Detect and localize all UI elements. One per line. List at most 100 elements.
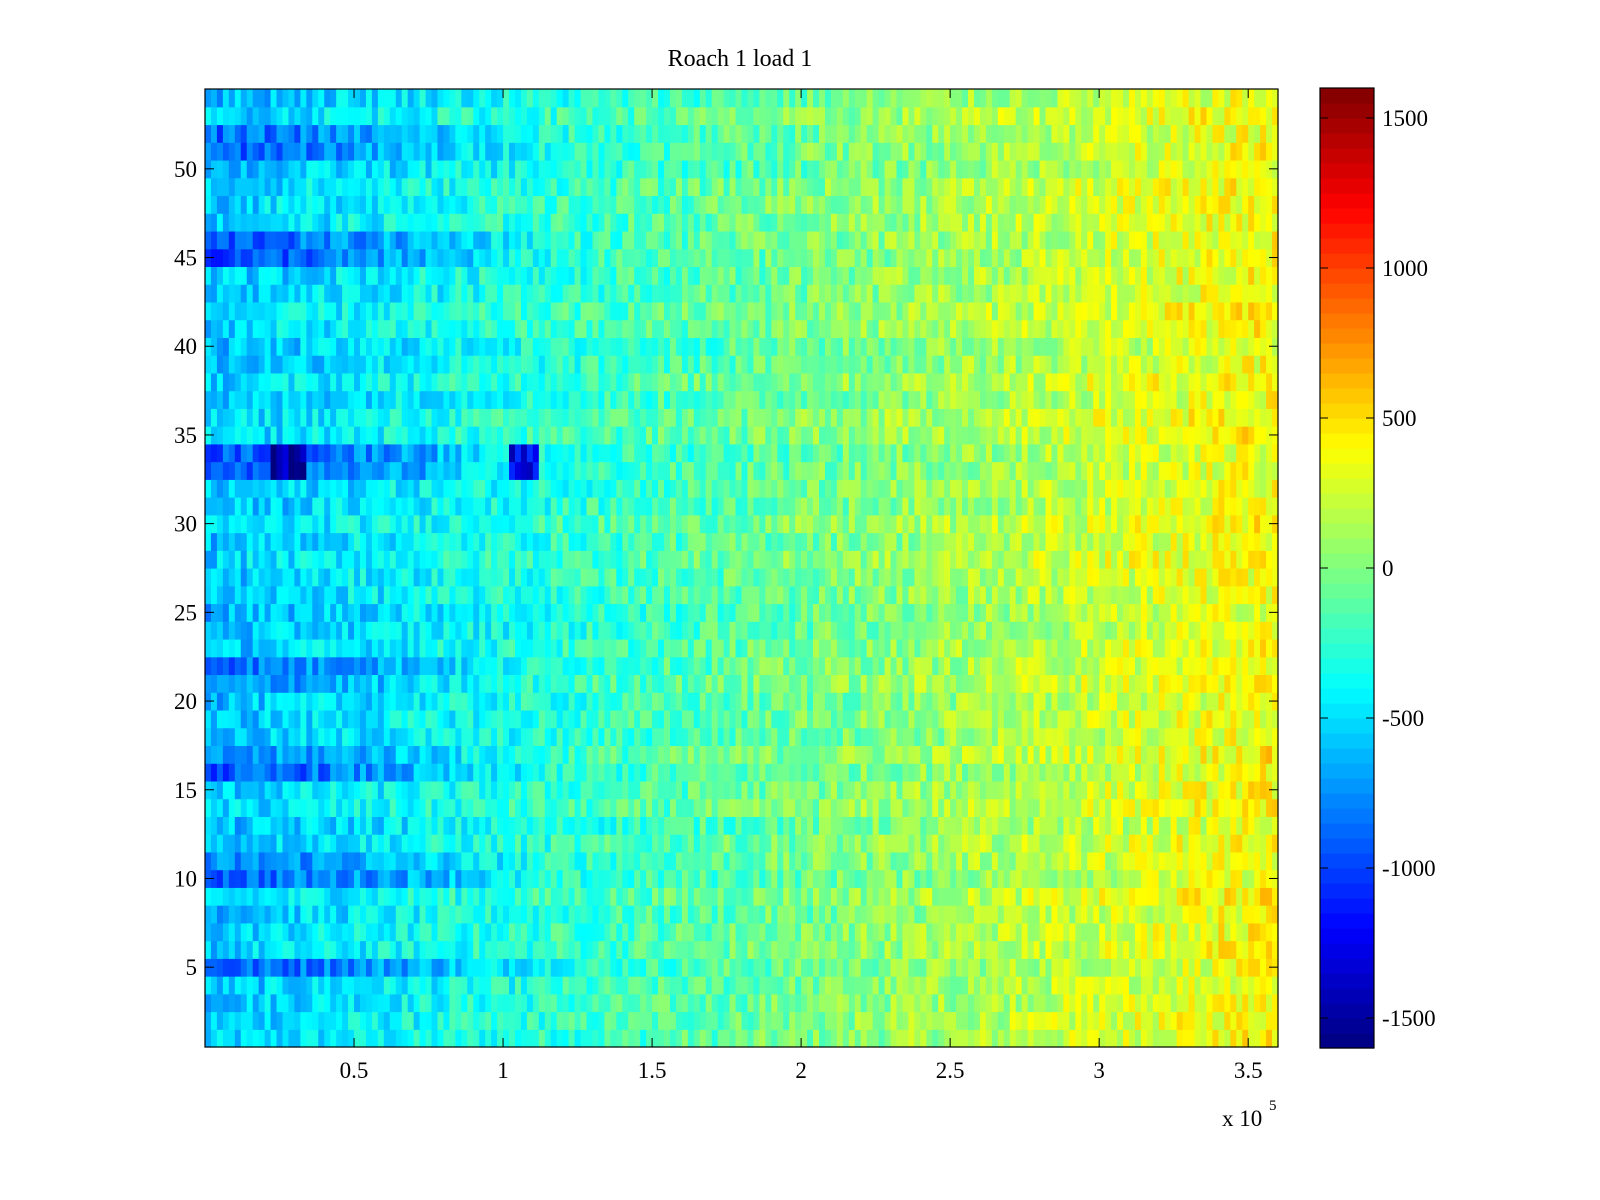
heatmap-cell <box>1140 887 1148 906</box>
heatmap-cell <box>556 585 564 605</box>
heatmap-cell <box>604 745 611 764</box>
heatmap-cell <box>562 958 570 977</box>
heatmap-cell <box>431 834 439 853</box>
heatmap-cell <box>509 709 516 729</box>
heatmap-cell <box>1015 905 1023 924</box>
heatmap-cell <box>300 1029 307 1048</box>
heatmap-cell <box>449 798 456 817</box>
heatmap-cell <box>491 745 498 764</box>
heatmap-cell <box>968 674 975 693</box>
heatmap-cell <box>1087 745 1094 764</box>
heatmap-cell <box>944 674 951 693</box>
heatmap-cell <box>973 780 981 800</box>
heatmap-cell <box>1260 568 1267 587</box>
heatmap-cell <box>365 869 373 888</box>
heatmap-cell <box>1117 621 1124 640</box>
heatmap-cell <box>824 745 832 764</box>
heatmap-cell <box>890 993 898 1013</box>
heatmap-cell <box>520 692 528 711</box>
heatmap-cell <box>1272 568 1279 587</box>
heatmap-cell <box>258 621 266 640</box>
heatmap-cell <box>222 621 230 640</box>
heatmap-cell <box>723 763 731 782</box>
heatmap-cell <box>622 851 629 871</box>
heatmap-cell <box>914 621 921 640</box>
heatmap-cell <box>497 834 504 853</box>
heatmap-cell <box>514 816 522 835</box>
heatmap-cell <box>556 851 564 871</box>
heatmap-cell <box>1146 638 1154 658</box>
heatmap-cell <box>1039 585 1047 605</box>
heatmap-cell <box>342 816 349 835</box>
heatmap-cell <box>997 993 1005 1013</box>
heatmap-cell <box>240 638 248 658</box>
heatmap-cell <box>813 585 820 605</box>
heatmap-cell <box>1140 780 1148 800</box>
heatmap-cell <box>1194 798 1202 817</box>
heatmap-cell <box>348 621 355 640</box>
heatmap-cell <box>1230 958 1237 977</box>
heatmap-cell <box>1051 887 1059 906</box>
heatmap-cell <box>1254 976 1261 995</box>
heatmap-cell <box>1009 763 1017 782</box>
heatmap-cell <box>246 1029 254 1048</box>
heatmap-row <box>205 674 1279 693</box>
heatmap-cell <box>324 727 331 747</box>
heatmap-cell <box>270 585 278 605</box>
heatmap-cell <box>818 976 826 995</box>
heatmap-cell <box>1230 922 1237 942</box>
heatmap-cell <box>1099 709 1106 729</box>
heatmap-cell <box>526 745 534 764</box>
heatmap-cell <box>842 869 850 888</box>
heatmap-cell <box>556 603 564 622</box>
heatmap-cell <box>1033 976 1041 995</box>
heatmap-cell <box>622 585 629 605</box>
heatmap-cell <box>240 1011 248 1030</box>
heatmap-cell <box>1170 1029 1178 1048</box>
heatmap-cell <box>228 922 236 942</box>
heatmap-cell <box>699 692 707 711</box>
heatmap-cell <box>580 798 588 817</box>
heatmap-cell <box>1176 922 1184 942</box>
heatmap-cell <box>1218 834 1225 853</box>
heatmap-cell <box>413 603 421 622</box>
heatmap-cell <box>556 1011 564 1030</box>
heatmap-cell <box>836 692 844 711</box>
heatmap-cell <box>658 976 665 995</box>
heatmap-cell <box>598 940 605 959</box>
heatmap-cell <box>1075 656 1082 676</box>
heatmap-cell <box>1266 674 1273 693</box>
heatmap-cell <box>359 709 367 729</box>
heatmap-cell <box>580 1011 588 1030</box>
heatmap-cell <box>330 656 337 676</box>
heatmap-cell <box>1188 585 1196 605</box>
heatmap-cell <box>914 692 921 711</box>
heatmap-cell <box>336 621 343 640</box>
heatmap-cell <box>681 656 689 676</box>
heatmap-cell <box>985 976 993 995</box>
heatmap-cell <box>914 869 921 888</box>
heatmap-cell <box>985 568 993 587</box>
heatmap-cell <box>252 603 260 622</box>
heatmap-cell <box>407 976 415 995</box>
heatmap-cell <box>342 780 349 800</box>
heatmap-cell <box>836 976 844 995</box>
heatmap-cell <box>818 656 826 676</box>
heatmap-cell <box>342 656 349 676</box>
heatmap-cell <box>842 976 850 995</box>
heatmap-cell <box>699 550 707 569</box>
heatmap-cell <box>210 851 218 871</box>
heatmap-cell <box>318 922 325 942</box>
heatmap-cell <box>1075 922 1082 942</box>
heatmap-cell <box>848 869 856 888</box>
heatmap-cell <box>210 674 218 693</box>
heatmap-cell <box>485 1029 492 1048</box>
heatmap-cell <box>658 656 665 676</box>
heatmap-cell <box>652 709 659 729</box>
heatmap-cell <box>240 603 248 622</box>
heatmap-cell <box>228 621 236 640</box>
heatmap-row <box>205 745 1279 764</box>
heatmap-cell <box>1081 674 1088 693</box>
heatmap-cell <box>789 816 796 835</box>
heatmap-cell <box>437 709 445 729</box>
